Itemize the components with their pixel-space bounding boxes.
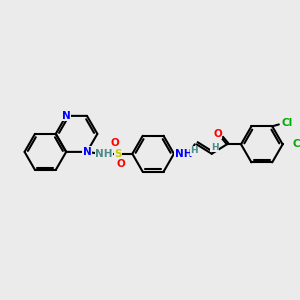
Text: N: N <box>82 147 91 157</box>
Text: O: O <box>213 129 222 139</box>
Text: N: N <box>62 111 70 121</box>
Text: NH: NH <box>175 149 192 159</box>
Text: O: O <box>117 159 125 169</box>
Text: Cl: Cl <box>282 118 293 128</box>
Text: S: S <box>114 149 122 159</box>
Text: NH: NH <box>95 149 113 159</box>
Text: O: O <box>111 138 120 148</box>
Text: H: H <box>190 146 198 155</box>
Text: Cl: Cl <box>292 139 300 149</box>
Text: H: H <box>211 143 218 152</box>
